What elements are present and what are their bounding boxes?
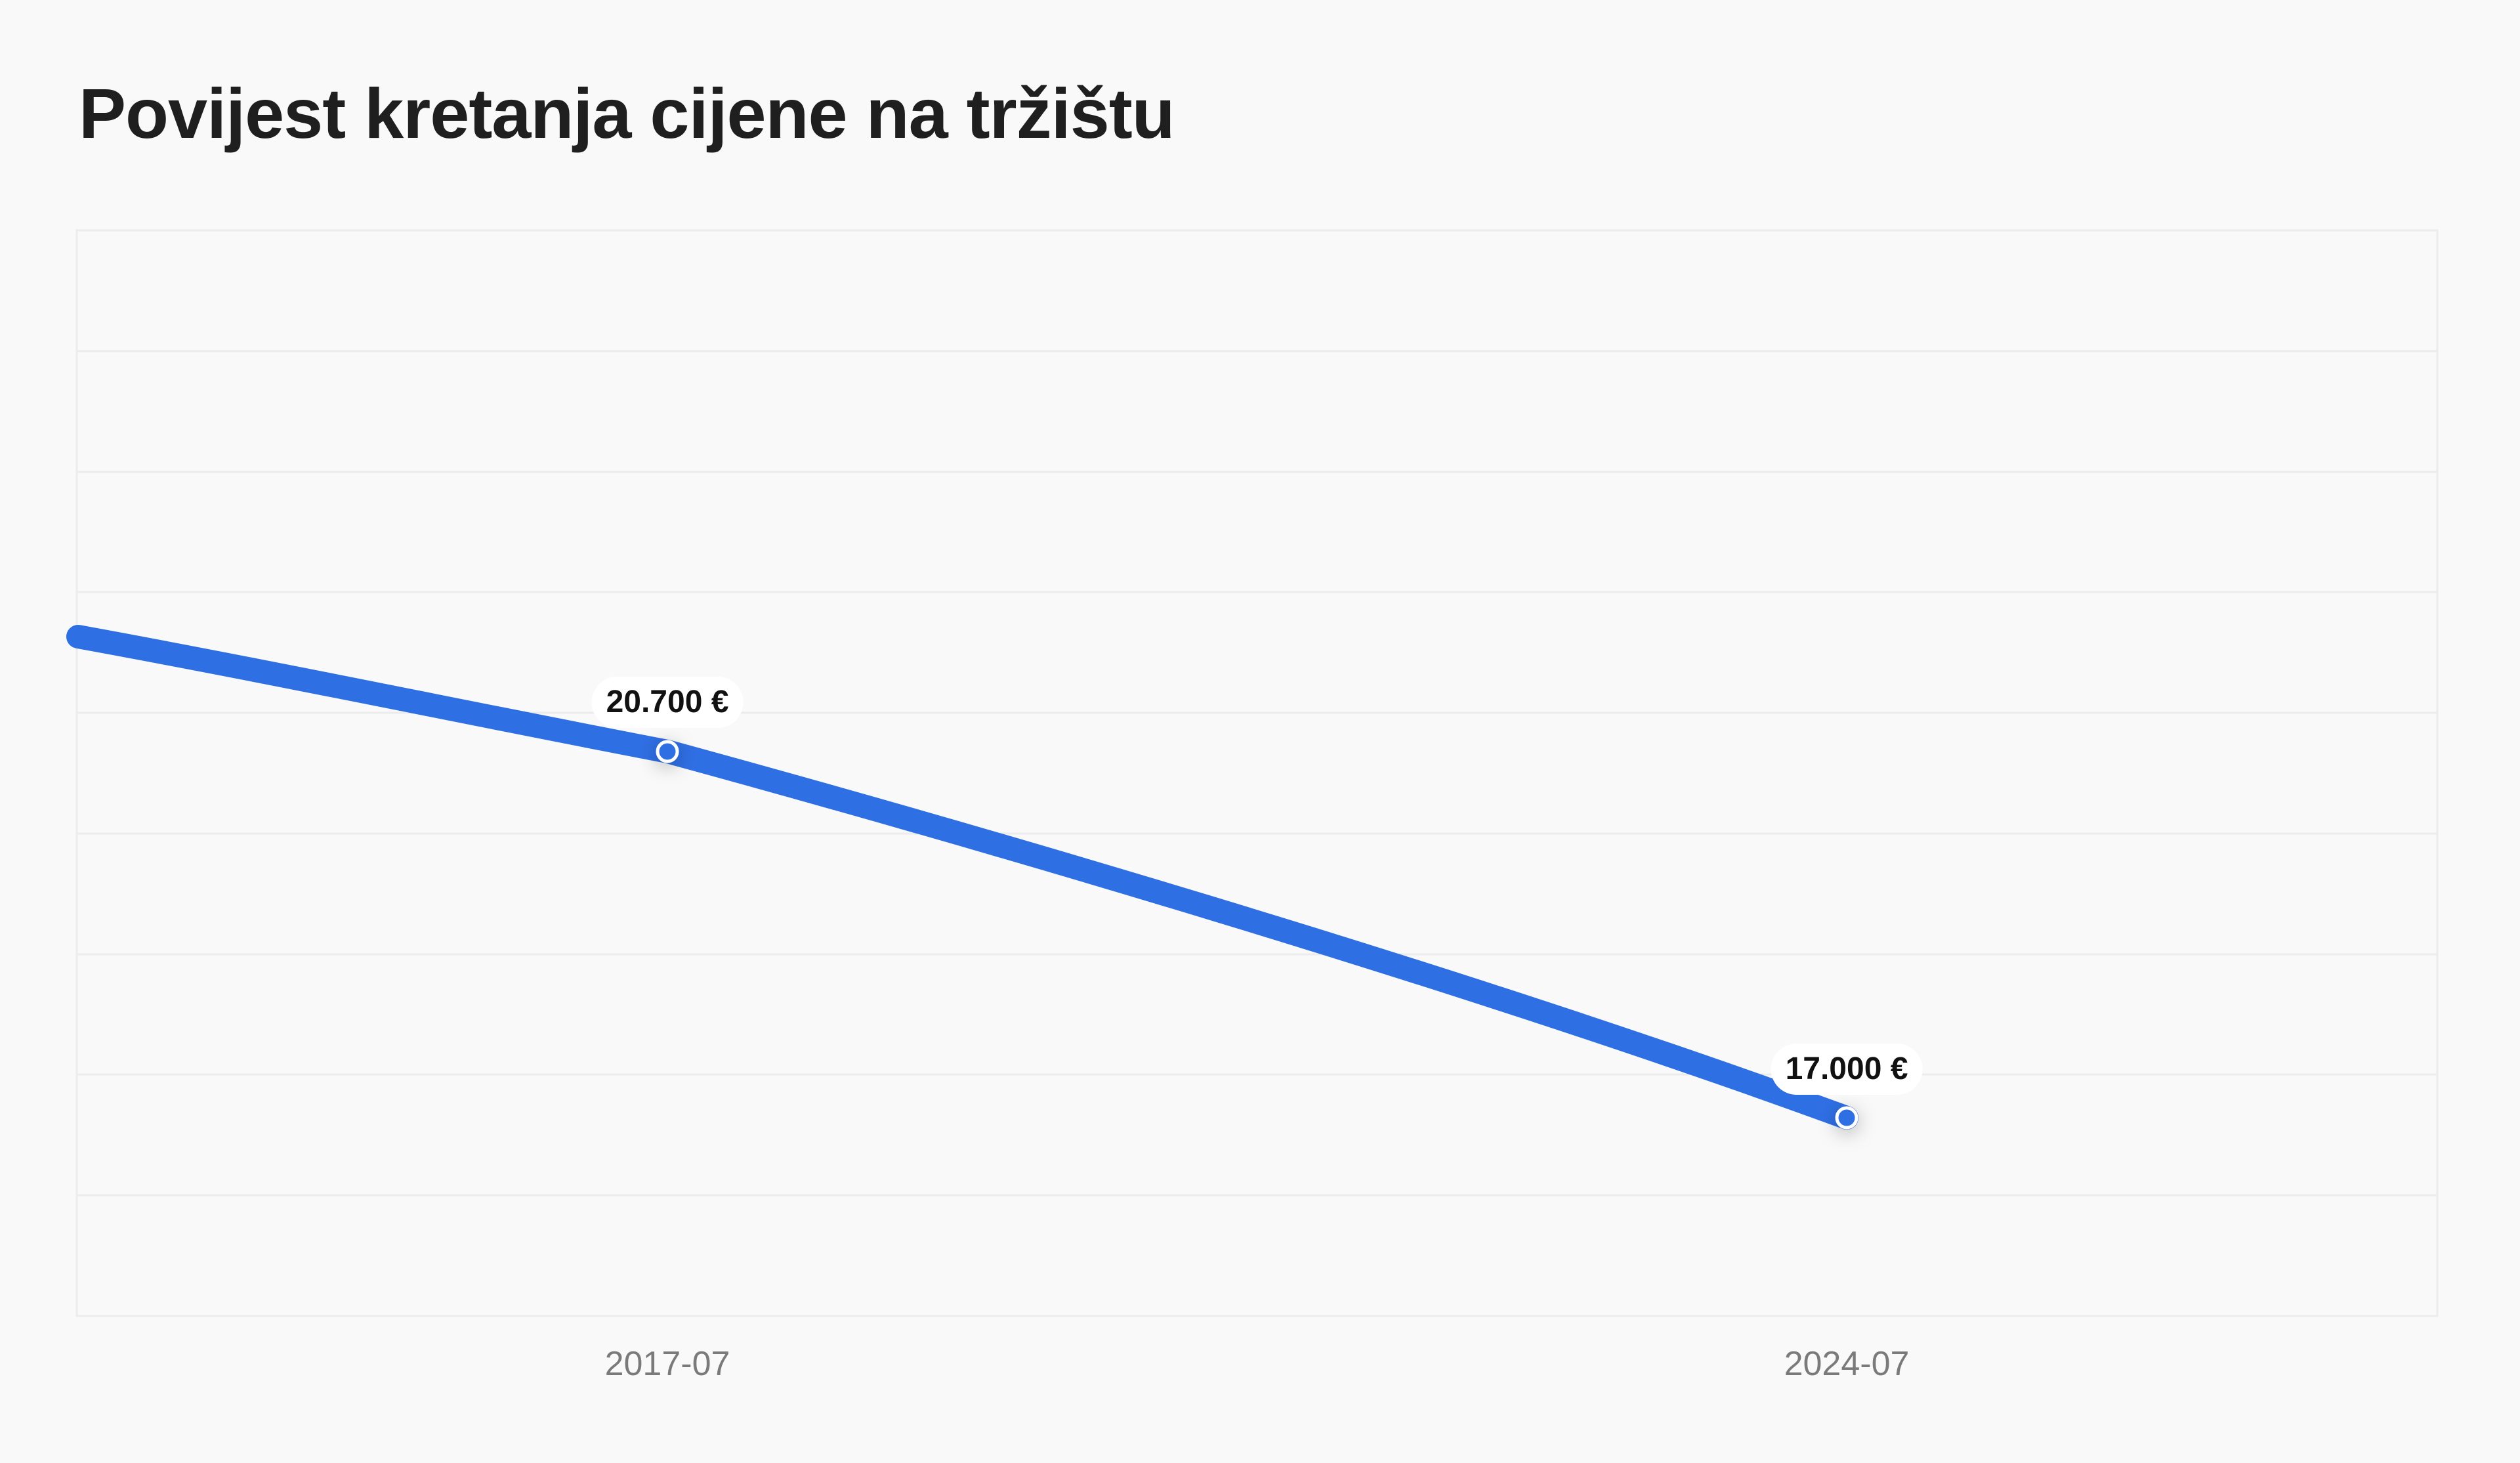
x-tick-label-2024-07: 2024-07 (1784, 1345, 1910, 1383)
data-point-2024-07[interactable] (1835, 1106, 1858, 1130)
data-point-2017-07[interactable] (656, 740, 679, 763)
value-label-2024-07: 17.000 € (1771, 1044, 1923, 1095)
plot-area (75, 229, 2439, 1317)
value-label-2017-07: 20.700 € (591, 677, 744, 728)
chart-title: Povijest kretanja cijene na tržištu (79, 74, 1175, 153)
price-line (66, 625, 1858, 1130)
x-tick-label-2017-07: 2017-07 (604, 1345, 730, 1383)
